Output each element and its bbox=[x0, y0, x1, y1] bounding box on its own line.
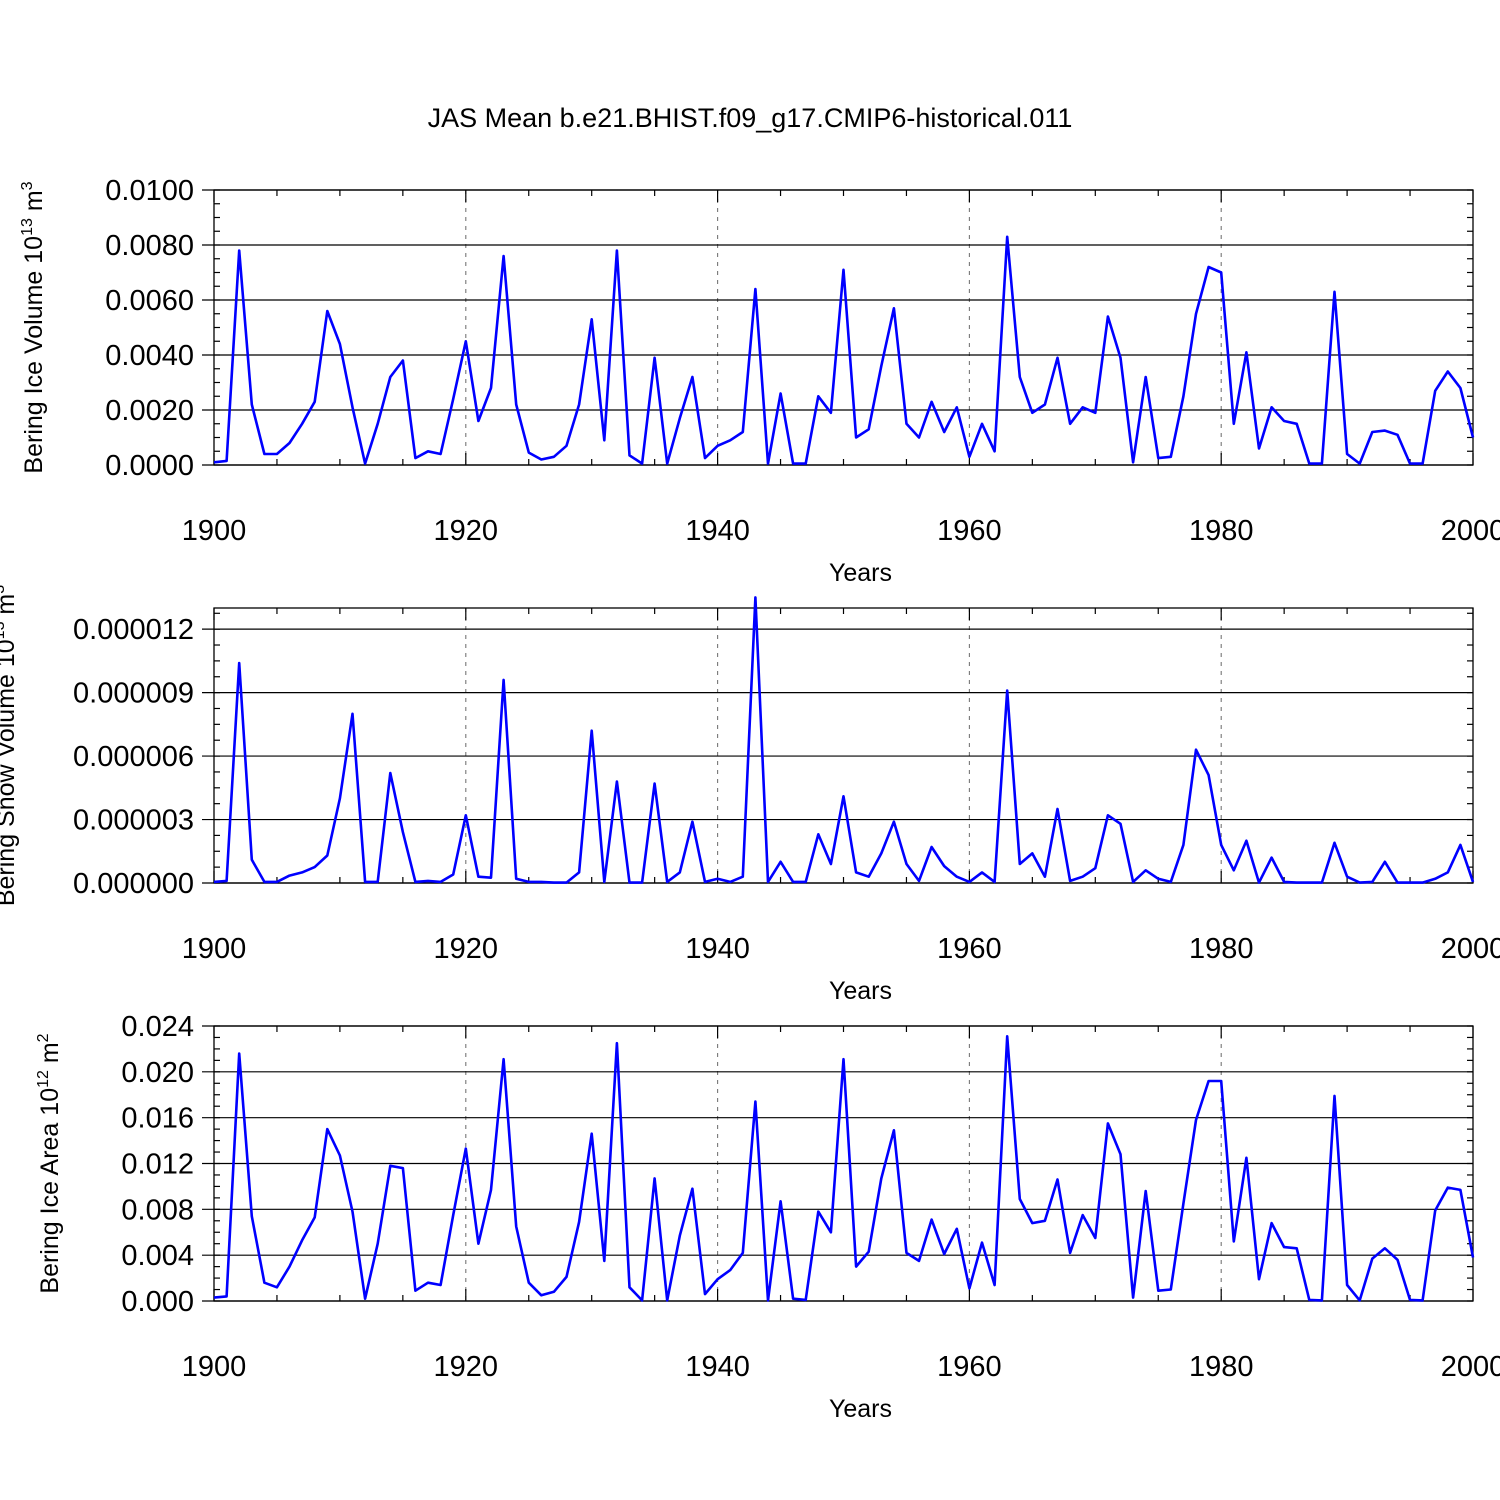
panel-3-xtick-label: 2000 bbox=[1441, 1351, 1500, 1383]
panel-3-xtick-label: 1960 bbox=[937, 1351, 1002, 1383]
panel-2-xtick-label: 1980 bbox=[1189, 933, 1254, 965]
panel-1-frame bbox=[213, 189, 1474, 466]
panel-2-ytick-label: 0.000000 bbox=[73, 868, 194, 900]
panel-1-xtick-label: 1900 bbox=[182, 515, 247, 547]
panel-1-ytick-label: 0.0000 bbox=[105, 450, 194, 482]
panel-1-xtick-label: 1980 bbox=[1189, 515, 1254, 547]
panel-3-xtick-label: 1940 bbox=[685, 1351, 750, 1383]
panel-1-xtick-label: 2000 bbox=[1441, 515, 1500, 547]
panel-2-xtick-label: 1960 bbox=[937, 933, 1002, 965]
chart-title: JAS Mean b.e21.BHIST.f09_g17.CMIP6-histo… bbox=[428, 103, 1073, 133]
panel-2-ytick-label: 0.000009 bbox=[73, 678, 194, 710]
panel-2-ytick-label: 0.000012 bbox=[73, 614, 194, 646]
panel-3-xtick-label: 1900 bbox=[182, 1351, 247, 1383]
panel-2-xtick-label: 2000 bbox=[1441, 933, 1500, 965]
panel-3-x-axis-title: Years bbox=[829, 1395, 892, 1423]
panel-2-xtick-label: 1940 bbox=[685, 933, 750, 965]
panel-3-y-axis-title: Bering Ice Area 1012 m2 bbox=[35, 1033, 64, 1293]
panel-2-series-line bbox=[213, 596, 1475, 884]
panel-2-y-axis-title: Bering Snow Volume 1013 m3 bbox=[0, 585, 20, 906]
panel-1-ytick-label: 0.0080 bbox=[105, 230, 194, 262]
panel-2-xtick-label: 1900 bbox=[182, 933, 247, 965]
panel-1-xtick-label: 1920 bbox=[434, 515, 499, 547]
panel-2-xtick-label: 1920 bbox=[434, 933, 499, 965]
panel-3-xtick-label: 1980 bbox=[1189, 1351, 1254, 1383]
panel-3-ytick-label: 0.016 bbox=[121, 1103, 194, 1135]
panel-1-x-axis-title: Years bbox=[829, 559, 892, 587]
panel-3-ytick-label: 0.000 bbox=[121, 1286, 194, 1318]
panel-3-series-line bbox=[213, 1035, 1475, 1302]
panel-2-frame bbox=[213, 607, 1474, 884]
panel-2-x-axis-title: Years bbox=[829, 977, 892, 1005]
panel-1-ytick-label: 0.0100 bbox=[105, 175, 194, 207]
panel-3-ytick-label: 0.008 bbox=[121, 1194, 194, 1226]
panel-1-ytick-label: 0.0040 bbox=[105, 340, 194, 372]
panel-2-ytick-label: 0.000003 bbox=[73, 805, 194, 837]
panel-3-frame bbox=[213, 1025, 1474, 1302]
panel-3-ytick-label: 0.020 bbox=[121, 1057, 194, 1089]
panel-1-xtick-label: 1960 bbox=[937, 515, 1002, 547]
panel-2-ytick-label: 0.000006 bbox=[73, 741, 194, 773]
panel-1-xtick-label: 1940 bbox=[685, 515, 750, 547]
panel-1-ytick-label: 0.0060 bbox=[105, 285, 194, 317]
panel-3-xtick-label: 1920 bbox=[434, 1351, 499, 1383]
panel-3-ytick-label: 0.004 bbox=[121, 1240, 194, 1272]
panel-3-ytick-label: 0.024 bbox=[121, 1011, 194, 1043]
panel-1-ytick-label: 0.0020 bbox=[105, 395, 194, 427]
panel-3-ytick-label: 0.012 bbox=[121, 1149, 194, 1181]
panel-1-series-line bbox=[213, 235, 1475, 465]
panel-1-y-axis-title: Bering Ice Volume 1013 m3 bbox=[19, 181, 48, 473]
